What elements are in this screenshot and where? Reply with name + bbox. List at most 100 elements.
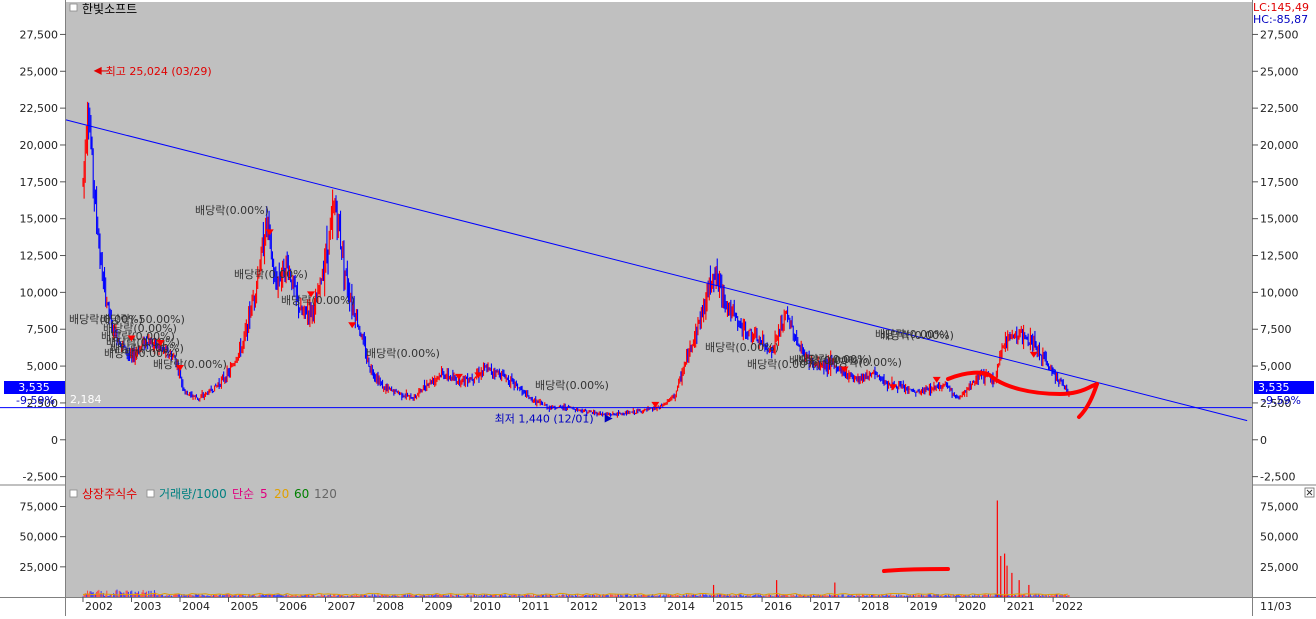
dividend-label: 배당락(0.00%) bbox=[110, 342, 184, 355]
high-arrow-icon bbox=[93, 66, 109, 75]
y-tick-label: 27,500 bbox=[1260, 28, 1299, 41]
current-price-right: 3,535 bbox=[1254, 381, 1314, 394]
dividend-marker-icon bbox=[348, 322, 357, 329]
dividend-label: 배당락(0.00%) bbox=[106, 336, 180, 349]
dividend-label: 배당락(0.00%) bbox=[747, 358, 821, 371]
y-tick-label: 7,500 bbox=[27, 323, 59, 336]
dividend-label: 배당락(0.00%) bbox=[789, 354, 863, 367]
y-tick-label: 25,000 bbox=[1260, 65, 1299, 78]
y-tick-label: 17,500 bbox=[20, 176, 59, 189]
dividend-marker-icon bbox=[932, 376, 941, 383]
x-tick-label: 2013 bbox=[619, 600, 647, 613]
x-tick-label: 2010 bbox=[473, 600, 501, 613]
dividend-label: 배당락(0.00%) bbox=[828, 356, 902, 369]
legend-listed-shares: 상장주식수 bbox=[82, 487, 137, 501]
dividend-label: 배당락(0.00%) bbox=[103, 322, 177, 335]
price-candles bbox=[82, 101, 1070, 418]
x-tick-label: 2012 bbox=[570, 600, 598, 613]
x-tick-label: 2014 bbox=[667, 600, 695, 613]
y-tick-label: 5,000 bbox=[1260, 360, 1292, 373]
price-y-axis-right: -2,500 0 2,500 5,000 7,500 10,000 12,500 15,000… bbox=[1252, 28, 1299, 484]
dividend-label: 배당락(0.00%) bbox=[705, 341, 779, 354]
x-tick-label: 2021 bbox=[1007, 600, 1035, 613]
y-tick-label: 10,000 bbox=[1260, 286, 1299, 299]
legend-volume: 거래량/1000 bbox=[159, 487, 227, 501]
y-tick-label: 27,500 bbox=[20, 28, 59, 41]
lc-label: LC:145,49 bbox=[1253, 1, 1309, 14]
hc-label: HC:-85,87 bbox=[1253, 13, 1308, 26]
x-tick-label: 2005 bbox=[230, 600, 258, 613]
dividend-label: 배당락(0.00%) bbox=[281, 294, 355, 307]
high-annotation: 최고 25,024 (03/29) bbox=[93, 65, 212, 78]
dividend-label: 배당락(0.00%) bbox=[195, 204, 269, 217]
y-tick-label: 22,500 bbox=[1260, 102, 1299, 115]
legend-checkbox-icon[interactable] bbox=[69, 489, 78, 498]
volume-tick-label: 50,000 bbox=[1260, 531, 1299, 544]
x-tick-label: 2003 bbox=[133, 600, 161, 613]
volume-y-axis-left: 25,000 50,000 75,000 bbox=[20, 501, 66, 574]
dividend-labels: 배당락(0.00%) 배당락(0.00%) 배당락(0.00%) 배당락(0.0… bbox=[69, 204, 954, 392]
support-pct-left: -9.59% bbox=[16, 394, 55, 407]
x-tick-label: 2020 bbox=[958, 600, 986, 613]
panel-close-button[interactable] bbox=[1304, 487, 1315, 498]
x-tick-label: 2006 bbox=[279, 600, 307, 613]
legend-simple: 단순 bbox=[232, 487, 254, 501]
y-tick-label: 12,500 bbox=[1260, 250, 1299, 263]
current-price-label: 3,535 bbox=[18, 381, 50, 394]
volume-legend: 상장주식수 거래량/1000 단순 5 20 60 120 bbox=[69, 487, 337, 501]
legend-ma5: 5 bbox=[260, 487, 268, 501]
x-axis: 2002 2003 2004 2005 2006 2007 2008 2009 2010 2011… bbox=[82, 597, 1083, 613]
dividend-marker-icon bbox=[175, 365, 184, 372]
dividend-marker-icon bbox=[127, 335, 136, 342]
drawn-volume-stroke bbox=[882, 567, 950, 573]
current-price-left: 3,535 bbox=[4, 381, 65, 394]
dividend-marker-icon bbox=[651, 401, 660, 408]
dividend-marker-icon bbox=[474, 372, 483, 379]
title-checkbox-icon[interactable] bbox=[69, 3, 78, 12]
volume-y-axis-right: 25,000 50,000 75,000 bbox=[1260, 501, 1299, 574]
dividend-label: 배당락(0.00%) bbox=[101, 330, 175, 343]
dividend-marker-icon bbox=[1029, 351, 1038, 358]
dividend-label: 배당락(0.00%) bbox=[880, 329, 954, 342]
volume-plot-area[interactable] bbox=[66, 486, 1252, 597]
legend-ma20: 20 bbox=[274, 487, 289, 501]
y-tick-label: 5,000 bbox=[27, 360, 59, 373]
x-tick-label: 2007 bbox=[328, 600, 356, 613]
corner-date: 11/03 bbox=[1260, 600, 1292, 613]
legend-ma60: 60 bbox=[294, 487, 309, 501]
low-annotation-label: 최저 1,440 (12/01) bbox=[495, 413, 594, 426]
y-tick-label: -2,500 bbox=[1260, 471, 1295, 484]
dividend-marker-icon bbox=[889, 384, 898, 391]
y-tick-label: 25,000 bbox=[20, 65, 59, 78]
dividend-marker-icon bbox=[840, 366, 849, 373]
y-tick-label: 2,500 bbox=[27, 397, 59, 410]
x-tick-label: 2002 bbox=[85, 600, 113, 613]
legend-checkbox-icon[interactable] bbox=[146, 489, 155, 498]
y-tick-label: -2,500 bbox=[23, 471, 58, 484]
x-tick-label: 2004 bbox=[182, 600, 210, 613]
dividend-marker-icon bbox=[265, 229, 274, 236]
x-tick-label: 2008 bbox=[376, 600, 404, 613]
y-tick-label: 20,000 bbox=[1260, 139, 1299, 152]
dividend-label: 배당락(0.00%) bbox=[153, 358, 227, 371]
dividend-label: 배당락(0.00%) bbox=[234, 268, 308, 281]
price-plot-area[interactable] bbox=[66, 2, 1252, 484]
x-tick-label: 2016 bbox=[764, 600, 792, 613]
dividend-label: 배당락(0.00%) bbox=[366, 347, 440, 360]
support-value-label: 2,184 bbox=[70, 393, 102, 406]
title-bar: 한빛소프트 bbox=[69, 2, 137, 16]
x-tick-label: 2019 bbox=[910, 600, 938, 613]
x-tick-label: 2022 bbox=[1055, 600, 1083, 613]
volume-tick-label: 25,000 bbox=[1260, 561, 1299, 574]
x-tick-label: 2018 bbox=[861, 600, 889, 613]
drawn-arrow-stroke bbox=[946, 370, 1099, 419]
stock-title: 한빛소프트 bbox=[82, 2, 137, 16]
close-icon bbox=[1306, 489, 1313, 496]
x-tick-label: 2011 bbox=[522, 600, 550, 613]
y-tick-label: 17,500 bbox=[1260, 176, 1299, 189]
trendline[interactable] bbox=[65, 119, 1248, 422]
dividend-label: 배당락(0.00%) bbox=[104, 347, 178, 360]
low-arrow-icon bbox=[604, 414, 613, 423]
y-tick-label: 15,000 bbox=[1260, 213, 1299, 226]
